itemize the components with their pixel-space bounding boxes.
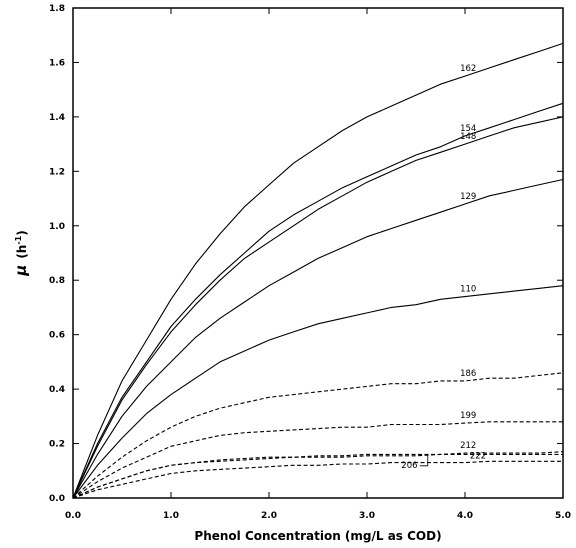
y-axis-unit-base: (h <box>15 245 29 259</box>
x-tick-label: 5.0 <box>555 511 571 521</box>
y-tick-label: 0.6 <box>49 331 65 341</box>
series-label-148: 148 <box>460 132 476 142</box>
series-line-222 <box>72 460 563 499</box>
series-label-154: 154 <box>460 124 476 134</box>
curves-group <box>72 42 564 499</box>
series-line-186 <box>72 372 564 499</box>
x-tick-label: 0.0 <box>65 511 81 521</box>
y-tick-label: 0.2 <box>49 440 65 450</box>
series-line-162 <box>72 42 564 499</box>
x-tick-label: 4.0 <box>457 511 473 521</box>
ticks-group: 0.0 1.0 2.0 3.0 4.0 5.0 0.0 0.2 0.4 0.6 0.8 1.0 1.2 1… <box>49 4 571 521</box>
y-tick-label: 0.4 <box>49 385 65 395</box>
series-line-206 <box>72 453 563 499</box>
y-tick-label: 0.8 <box>49 276 65 286</box>
y-tick-label: 1.2 <box>49 167 65 177</box>
y-axis-title: μ (h-1) <box>12 230 30 276</box>
series-line-129 <box>72 178 564 499</box>
series-line-110 <box>72 285 564 499</box>
series-line-199 <box>72 421 563 499</box>
y-axis-unit-exp: -1 <box>14 235 23 244</box>
y-tick-label: 1.0 <box>49 222 65 232</box>
y-tick-label: 1.8 <box>49 4 65 14</box>
series-line-148 <box>72 116 564 499</box>
x-tick-label: 1.0 <box>163 511 179 521</box>
series-label-206: 206 <box>401 461 417 471</box>
y-tick-label: 1.6 <box>49 58 65 68</box>
series-label-199: 199 <box>460 411 476 421</box>
y-tick-label: 0.0 <box>49 494 65 504</box>
series-label-222: 222 <box>470 452 486 462</box>
y-tick-label: 1.4 <box>49 113 65 123</box>
x-axis-title: Phenol Concentration (mg/L as COD) <box>194 529 441 543</box>
series-label-212: 212 <box>460 441 476 451</box>
series-label-186: 186 <box>460 369 476 379</box>
x-tick-label: 2.0 <box>261 511 277 521</box>
x-tick-label: 3.0 <box>359 511 375 521</box>
series-206-leader <box>419 455 429 467</box>
series-line-154 <box>72 102 564 499</box>
series-label-129: 129 <box>460 192 476 202</box>
plot-frame <box>72 7 564 499</box>
y-axis-symbol: μ <box>12 265 30 277</box>
series-label-110: 110 <box>460 285 476 295</box>
series-label-162: 162 <box>460 64 476 74</box>
y-axis-unit-close: ) <box>15 230 29 235</box>
